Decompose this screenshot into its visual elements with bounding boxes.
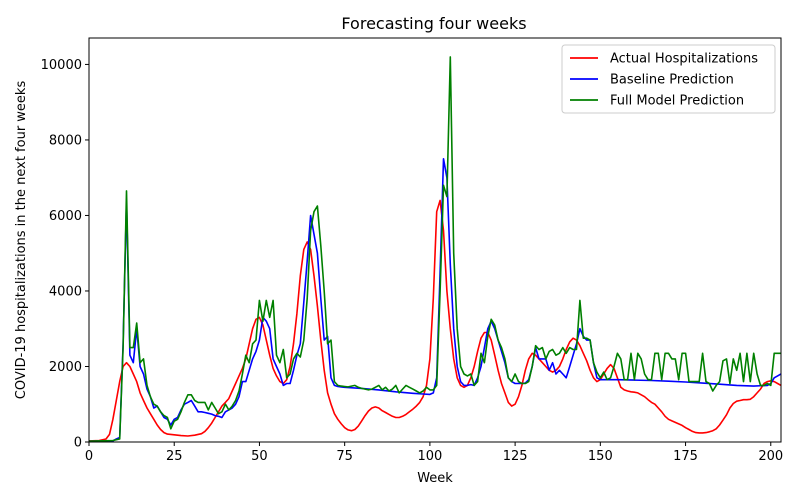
y-axis-label: COVID-19 hospitalizations in the next fo… (14, 81, 29, 400)
legend-label-2: Baseline Prediction (610, 73, 734, 88)
x-tick-label: 0 (85, 449, 93, 464)
x-axis-label: Week (417, 471, 453, 486)
x-tick-label: 100 (417, 449, 442, 464)
y-tick-label: 6000 (49, 209, 82, 224)
x-tick-label: 125 (503, 449, 528, 464)
legend-box (561, 44, 776, 114)
y-tick-label: 10000 (41, 58, 82, 73)
x-tick-label: 150 (588, 449, 613, 464)
plot-frame (88, 37, 782, 443)
series-line-3 (89, 56, 781, 442)
x-tick-label: 50 (251, 449, 268, 464)
y-tick-label: 0 (74, 436, 82, 451)
x-tick-label: 200 (758, 449, 783, 464)
legend-label-1: Actual Hospitalizations (610, 52, 758, 67)
chart-title: Forecasting four weeks (341, 14, 526, 33)
y-tick-label: 2000 (49, 360, 82, 375)
y-tick-label: 8000 (49, 133, 82, 148)
series-line-2 (89, 158, 781, 442)
x-tick-label: 175 (673, 449, 698, 464)
legend: Actual Hospitalizations Baseline Predicti… (561, 44, 776, 114)
x-tick-label: 25 (166, 449, 183, 464)
legend-label-3: Full Model Prediction (610, 94, 744, 109)
x-tick-label: 75 (336, 449, 353, 464)
series-line-1 (89, 199, 781, 442)
y-tick-label: 4000 (49, 284, 82, 299)
